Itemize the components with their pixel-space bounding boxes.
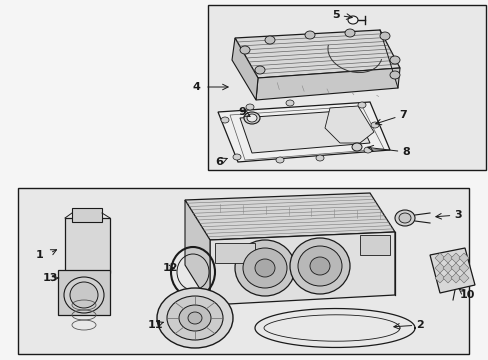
Ellipse shape (254, 259, 274, 277)
Text: 13: 13 (42, 273, 58, 283)
Polygon shape (240, 110, 369, 153)
Ellipse shape (232, 154, 241, 160)
Ellipse shape (347, 16, 357, 24)
Ellipse shape (379, 32, 389, 40)
Polygon shape (434, 253, 444, 263)
Ellipse shape (243, 248, 286, 288)
Polygon shape (450, 263, 460, 273)
Ellipse shape (167, 296, 223, 340)
Bar (72, 208, 102, 222)
Polygon shape (442, 263, 452, 273)
Ellipse shape (370, 122, 378, 128)
Ellipse shape (305, 31, 314, 39)
Ellipse shape (64, 277, 104, 313)
Ellipse shape (187, 312, 202, 324)
Ellipse shape (389, 56, 399, 64)
Polygon shape (458, 273, 468, 283)
Ellipse shape (179, 305, 210, 331)
Polygon shape (450, 253, 460, 263)
Polygon shape (325, 106, 373, 143)
Ellipse shape (235, 240, 294, 296)
Polygon shape (442, 253, 452, 263)
Polygon shape (434, 263, 444, 273)
Ellipse shape (264, 36, 274, 44)
Ellipse shape (246, 114, 257, 122)
Ellipse shape (157, 288, 232, 348)
Ellipse shape (245, 104, 253, 110)
Bar (65, 218, 110, 273)
Polygon shape (256, 68, 399, 100)
Bar (18, 188, 468, 354)
Text: 1: 1 (36, 250, 44, 260)
Ellipse shape (289, 238, 349, 294)
Ellipse shape (394, 210, 414, 226)
Polygon shape (458, 263, 468, 273)
Text: 8: 8 (401, 147, 409, 157)
Text: 5: 5 (331, 10, 339, 20)
Ellipse shape (315, 155, 324, 161)
Ellipse shape (389, 71, 399, 79)
Polygon shape (231, 38, 258, 100)
Polygon shape (209, 232, 394, 305)
Text: 7: 7 (398, 110, 406, 120)
Ellipse shape (275, 157, 284, 163)
Bar (359, 235, 389, 255)
Ellipse shape (254, 66, 264, 74)
Text: 3: 3 (453, 210, 461, 220)
Polygon shape (450, 273, 460, 283)
Ellipse shape (363, 147, 371, 153)
Ellipse shape (351, 143, 361, 151)
Ellipse shape (240, 46, 249, 54)
Polygon shape (429, 248, 474, 293)
Ellipse shape (285, 100, 293, 106)
Polygon shape (458, 253, 468, 263)
Bar (58, 270, 110, 315)
Text: 4: 4 (192, 82, 200, 92)
Text: 2: 2 (415, 320, 423, 330)
Text: 12: 12 (162, 263, 177, 273)
Ellipse shape (357, 102, 365, 108)
Text: 6: 6 (215, 157, 223, 167)
Ellipse shape (221, 117, 228, 123)
Bar (215, 243, 254, 263)
Bar (207, 5, 485, 170)
Text: 9: 9 (238, 107, 245, 117)
Ellipse shape (244, 112, 260, 124)
Polygon shape (442, 273, 452, 283)
Ellipse shape (345, 29, 354, 37)
Polygon shape (434, 273, 444, 283)
Ellipse shape (297, 246, 341, 286)
Polygon shape (235, 30, 399, 78)
Ellipse shape (309, 257, 329, 275)
Text: 10: 10 (458, 290, 474, 300)
Polygon shape (218, 102, 389, 162)
Ellipse shape (398, 213, 410, 223)
Text: 11: 11 (147, 320, 163, 330)
Polygon shape (254, 309, 414, 347)
Ellipse shape (70, 282, 98, 308)
Polygon shape (184, 200, 209, 305)
Polygon shape (184, 193, 394, 240)
